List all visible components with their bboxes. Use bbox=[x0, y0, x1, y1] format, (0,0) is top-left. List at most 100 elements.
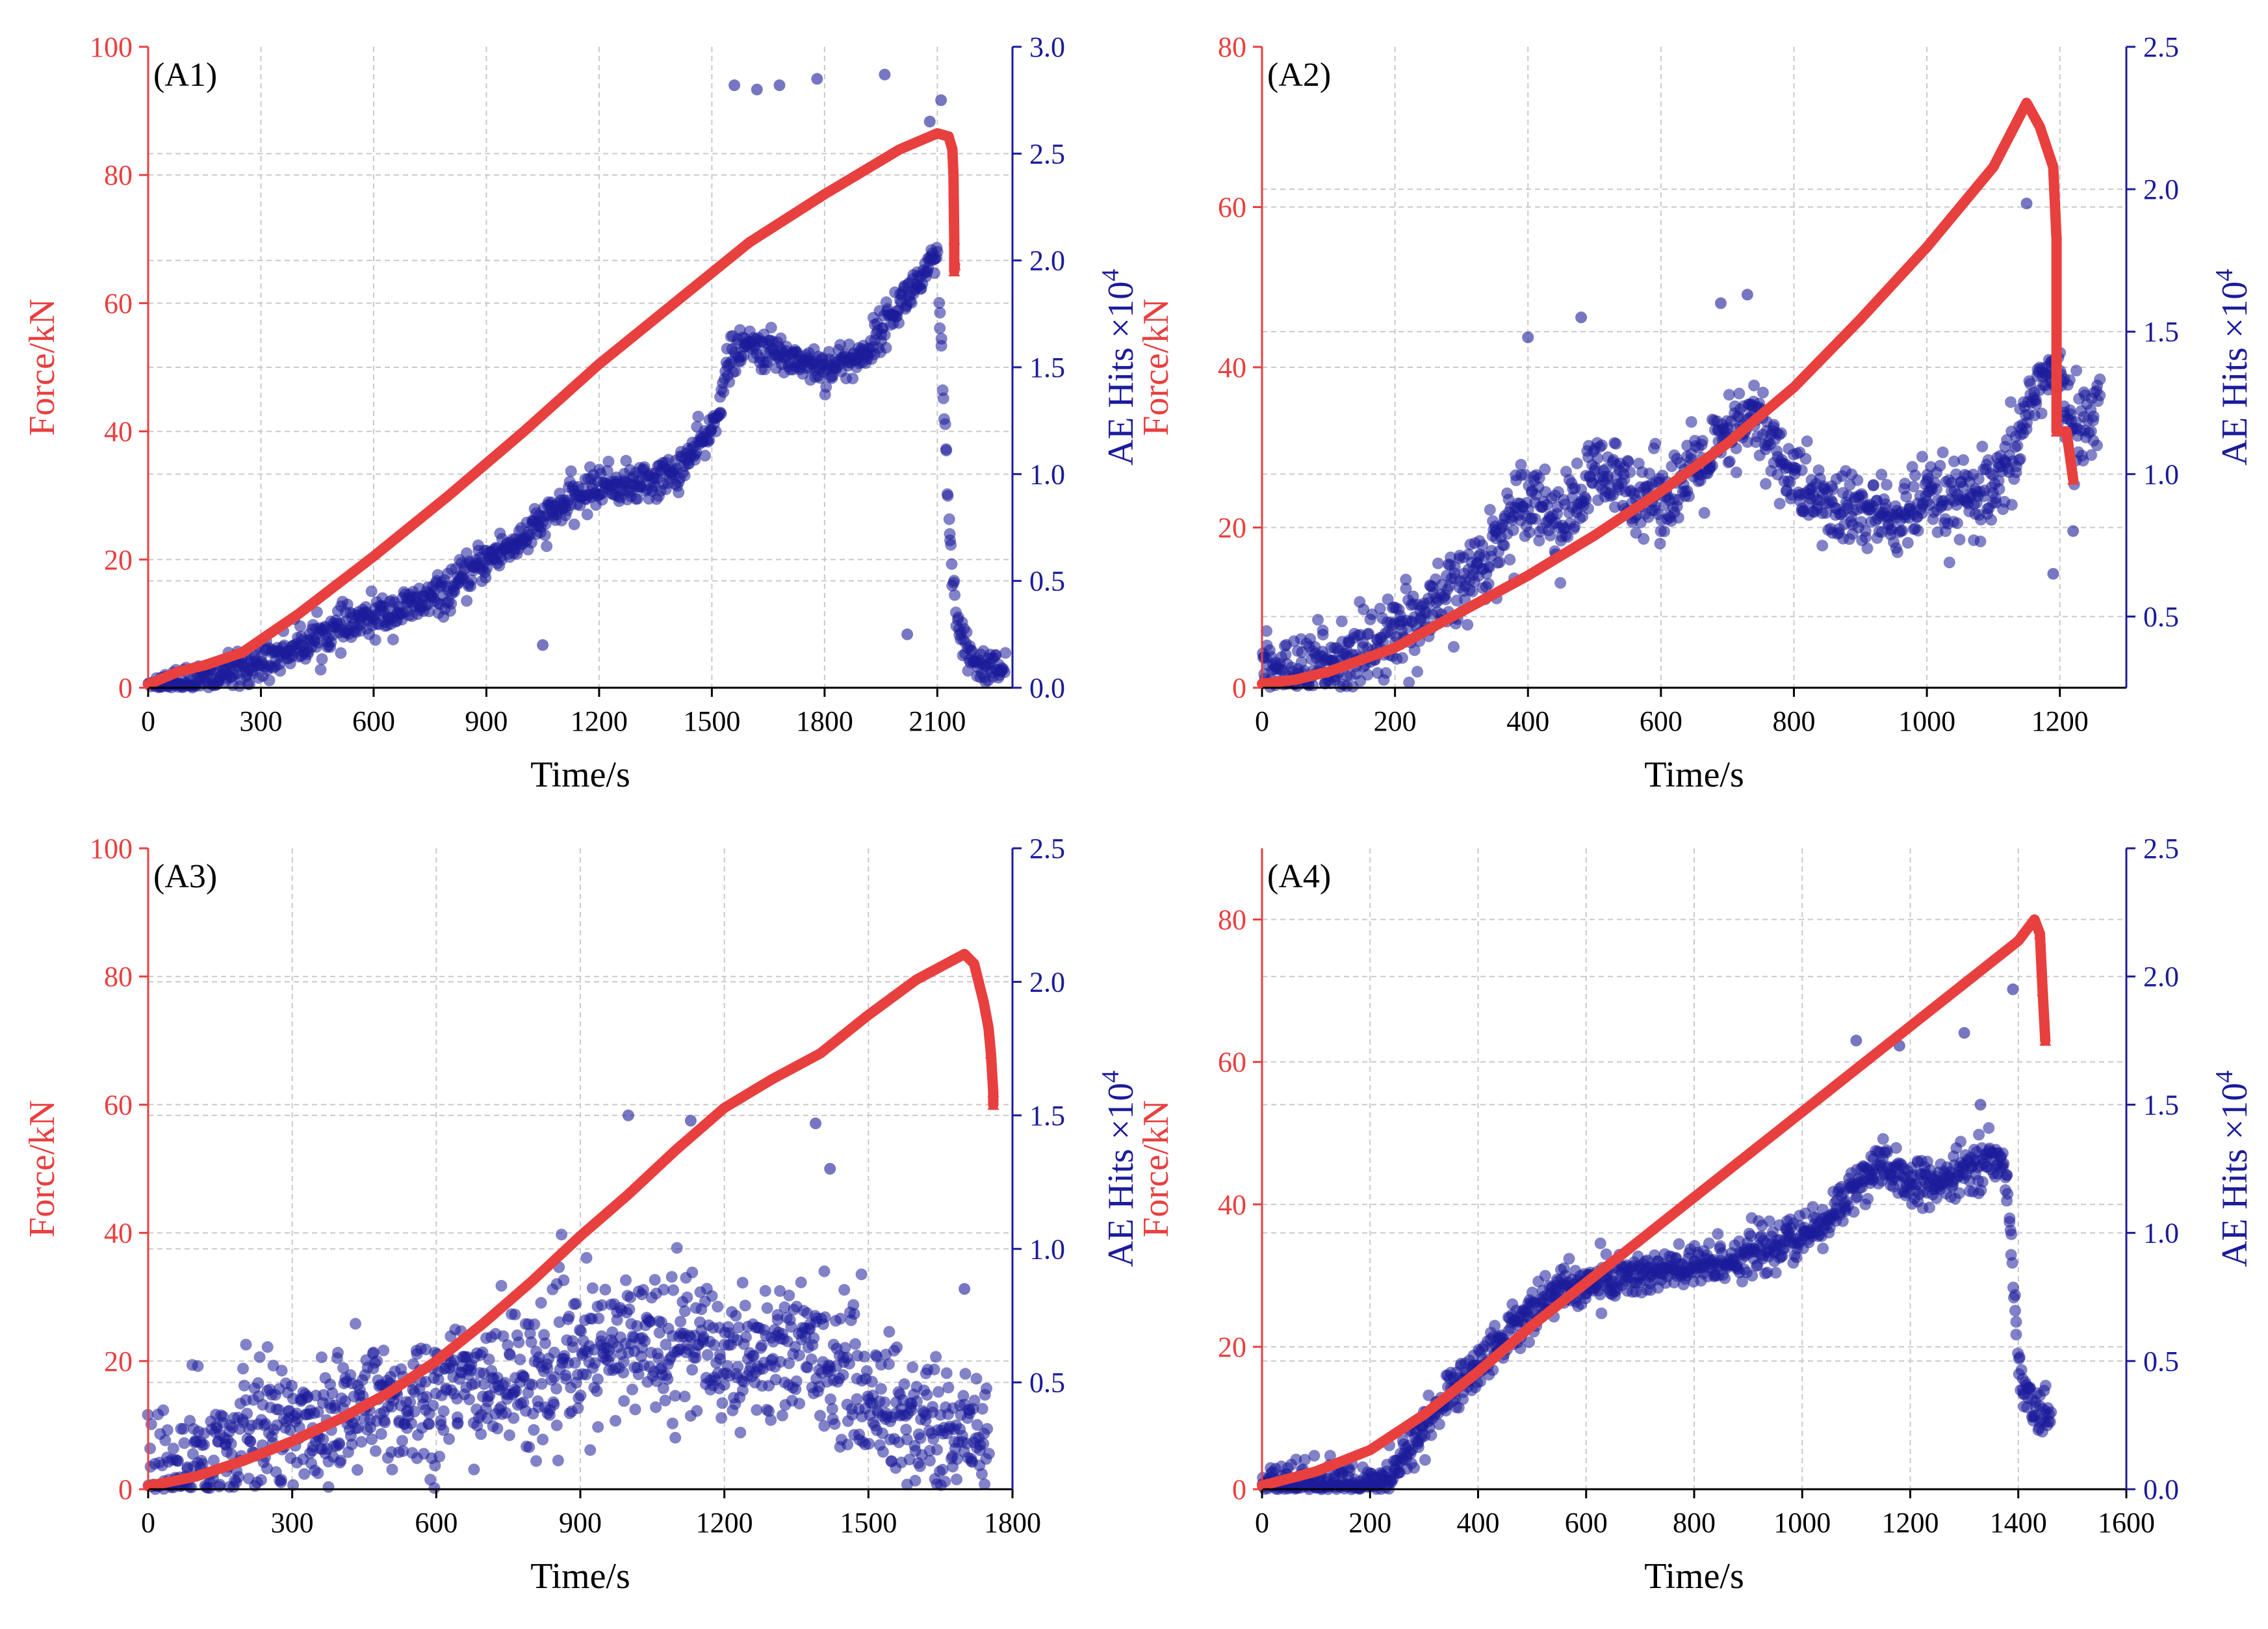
ae-hit-point bbox=[335, 647, 347, 659]
ae-hit-point bbox=[495, 1280, 508, 1292]
ae-hit-point bbox=[747, 1349, 760, 1362]
panel-label: (A2) bbox=[1267, 57, 1331, 94]
ae-hit-point bbox=[2007, 983, 2019, 995]
ae-hit-point bbox=[910, 1395, 923, 1407]
ae-hit-point bbox=[905, 296, 918, 309]
y-left-axis-title: Force/kN bbox=[1136, 298, 1176, 436]
ae-hit-point bbox=[620, 1274, 632, 1286]
ae-hit-point bbox=[808, 1332, 820, 1344]
ae-hit-point bbox=[1748, 380, 1760, 391]
ae-hit-point bbox=[1594, 1288, 1606, 1301]
y-left-tick-label: 60 bbox=[1218, 192, 1246, 224]
ae-hit-point bbox=[569, 1357, 581, 1369]
ae-hit-point bbox=[1875, 469, 1888, 481]
x-tick-label: 0 bbox=[141, 705, 155, 737]
ae-hit-point bbox=[935, 333, 947, 345]
ae-hit-point bbox=[901, 628, 914, 640]
force-marker bbox=[949, 259, 961, 270]
ae-hit-point bbox=[659, 1394, 671, 1407]
ae-hit-point bbox=[844, 1357, 855, 1370]
ae-hit-point bbox=[626, 1383, 638, 1396]
ae-hit-point bbox=[1544, 529, 1556, 541]
ae-hit-point bbox=[667, 1284, 680, 1296]
force-marker bbox=[987, 1099, 999, 1110]
ae-hit-point bbox=[378, 1344, 390, 1357]
ae-hit-point bbox=[429, 1459, 441, 1472]
ae-hit-point bbox=[387, 633, 399, 645]
ae-hit-point bbox=[732, 1361, 744, 1373]
ae-hit-point bbox=[976, 1403, 988, 1415]
y-right-tick-label: 0.5 bbox=[2143, 1346, 2179, 1377]
ae-hit-point bbox=[756, 1340, 768, 1351]
ae-hit-point bbox=[558, 1274, 570, 1286]
x-tick-label: 600 bbox=[352, 705, 395, 737]
y-left-tick-label: 20 bbox=[104, 1346, 133, 1377]
y-right-tick-label: 2.0 bbox=[2143, 961, 2179, 993]
ae-hit-point bbox=[541, 540, 553, 553]
ae-hit-point bbox=[678, 1305, 691, 1317]
ae-hits-series bbox=[1257, 198, 2106, 693]
y-left-tick-label: 0 bbox=[1232, 672, 1246, 704]
ae-hit-point bbox=[1731, 466, 1742, 478]
ae-hit-point bbox=[1504, 553, 1516, 566]
ae-hit-point bbox=[1400, 582, 1412, 595]
ae-hit-point bbox=[729, 365, 741, 378]
ae-hit-point bbox=[775, 332, 787, 345]
ae-hit-point bbox=[244, 1435, 256, 1447]
force-marker bbox=[948, 265, 960, 277]
y-right-tick-label: 2.5 bbox=[1029, 833, 1065, 865]
y-right-tick-label: 1.0 bbox=[2143, 1218, 2179, 1249]
ae-hit-point bbox=[715, 1412, 728, 1424]
ae-hit-point bbox=[1591, 452, 1604, 464]
ae-hit-point bbox=[1827, 483, 1839, 495]
y-right-axis-title-main: AE Hits ×10 bbox=[2215, 281, 2255, 466]
x-tick-label: 1200 bbox=[2031, 705, 2089, 737]
ae-hit-point bbox=[463, 1393, 476, 1405]
ae-hit-point bbox=[298, 1468, 311, 1480]
ae-hit-point bbox=[1745, 1230, 1757, 1242]
ae-hit-point bbox=[1890, 1142, 1902, 1154]
force-curve-thin bbox=[1261, 100, 2075, 685]
ae-hit-point bbox=[365, 585, 378, 597]
ae-hit-point bbox=[739, 1299, 751, 1312]
ae-hit-point bbox=[1770, 1266, 1782, 1279]
panel-label: (A3) bbox=[153, 858, 217, 895]
ae-hit-point bbox=[1931, 483, 1942, 495]
ae-hit-point bbox=[951, 1453, 963, 1465]
y-left-tick-label: 60 bbox=[1218, 1047, 1246, 1078]
ae-hit-point bbox=[669, 1431, 682, 1444]
force-marker bbox=[2060, 425, 2072, 437]
ae-hit-point bbox=[1881, 1146, 1893, 1158]
force-marker bbox=[2034, 928, 2046, 939]
ae-hit-point bbox=[999, 647, 1012, 659]
ae-hit-point bbox=[601, 465, 613, 477]
ae-hit-point bbox=[769, 1374, 782, 1386]
x-tick-label: 1200 bbox=[696, 1507, 753, 1539]
ae-hit-point bbox=[759, 1284, 771, 1297]
ae-hit-point bbox=[1638, 533, 1650, 545]
ae-hit-point bbox=[689, 1352, 702, 1364]
ae-hit-point bbox=[1900, 490, 1913, 502]
ae-hit-point bbox=[1408, 1462, 1421, 1474]
ae-hit-point bbox=[783, 1357, 795, 1370]
ae-hit-point bbox=[1523, 1336, 1536, 1348]
ae-hit-point bbox=[217, 1411, 229, 1423]
ae-hit-point bbox=[1554, 577, 1567, 589]
x-tick-label: 300 bbox=[271, 1507, 314, 1539]
ae-hit-point bbox=[144, 1442, 156, 1455]
ae-hit-point bbox=[404, 1396, 417, 1408]
ae-hit-point bbox=[541, 1362, 554, 1375]
ae-hit-point bbox=[1896, 525, 1909, 537]
ae-hit-point bbox=[829, 1418, 841, 1430]
ae-hit-point bbox=[959, 1368, 972, 1380]
ae-hit-point bbox=[934, 322, 946, 334]
ae-hit-point bbox=[939, 418, 951, 430]
ae-hit-point bbox=[839, 1342, 851, 1354]
ae-hit-point bbox=[513, 1336, 525, 1349]
ae-hit-point bbox=[960, 626, 973, 638]
ae-hit-point bbox=[734, 1426, 747, 1439]
ae-hit-point bbox=[1580, 1292, 1591, 1305]
y-right-tick-label: 2.5 bbox=[2143, 31, 2179, 63]
x-axis-title: Time/s bbox=[1644, 1556, 1744, 1596]
ae-hit-point bbox=[397, 1445, 409, 1457]
